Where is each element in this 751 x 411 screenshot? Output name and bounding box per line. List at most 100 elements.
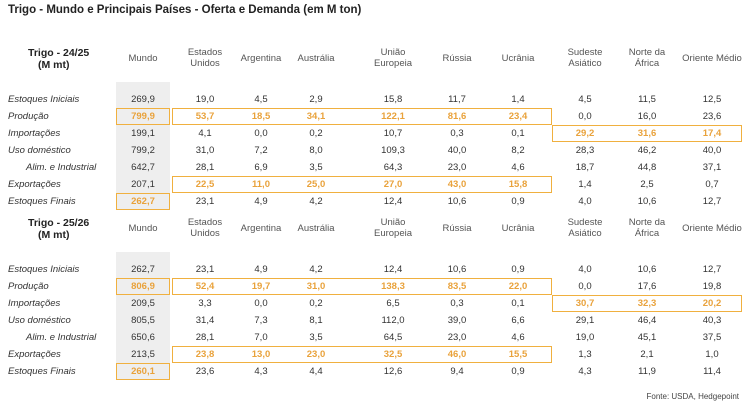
table-cell: 6,5 (386, 298, 400, 309)
column-header: Norte da África (628, 47, 666, 69)
table-cell: 23,1 (195, 196, 215, 207)
table-cell: 0,0 (254, 128, 268, 139)
table-cell: 10,6 (447, 264, 467, 275)
table-cell: 40,3 (702, 315, 722, 326)
table-cell: 0,0 (578, 111, 592, 122)
table-cell: 28,3 (575, 145, 595, 156)
row-label: Alim. e Industrial (26, 162, 97, 173)
table-cell: 4,3 (578, 366, 592, 377)
table-cell: 3,5 (309, 332, 323, 343)
table-cell: 30,7 (575, 298, 595, 309)
source-note: Fonte: USDA, Hedgepoint (646, 392, 740, 401)
imports-importers-box (552, 295, 742, 312)
row-label: Uso doméstico (8, 145, 71, 156)
table-cell: 0,2 (309, 298, 323, 309)
table-cell: 8,2 (511, 145, 525, 156)
table-cell: 1,0 (705, 349, 719, 360)
table-cell: 2,5 (640, 179, 654, 190)
column-header: Ucrânia (501, 222, 535, 234)
column-header: Estados Unidos (187, 47, 223, 69)
table-cell: 46,0 (447, 349, 467, 360)
column-header: Norte da África (628, 217, 666, 239)
column-header: Rússia (442, 222, 472, 234)
column-header: Argentina (240, 222, 282, 234)
table-title-line1: Trigo - 25/26 (28, 217, 90, 229)
wheat-table-2: Trigo - 25/26 (M mt) Mundo Estados Unidos Ar… (0, 208, 751, 380)
table-cell: 806,9 (131, 281, 155, 292)
table-cell: 23,8 (195, 349, 215, 360)
table-cell: 0,1 (511, 298, 525, 309)
column-header: Sudeste Asiático (567, 47, 603, 69)
table-cell: 43,0 (447, 179, 467, 190)
table-cell: 52,4 (195, 281, 215, 292)
table-cell: 0,0 (254, 298, 268, 309)
table-cell: 12,7 (702, 264, 722, 275)
table-cell: 805,5 (131, 315, 155, 326)
table-cell: 2,9 (309, 94, 323, 105)
table-cell: 4,0 (578, 264, 592, 275)
table-cell: 10,6 (447, 196, 467, 207)
table-cell: 8,0 (309, 145, 323, 156)
table-cell: 25,0 (306, 179, 326, 190)
table-cell: 64,5 (383, 332, 403, 343)
imports-importers-box (552, 125, 742, 142)
table-cell: 799,9 (131, 111, 155, 122)
production-exporters-box (172, 108, 552, 125)
table-cell: 22,0 (508, 281, 528, 292)
table-cell: 83,5 (447, 281, 467, 292)
table-cell: 37,5 (702, 332, 722, 343)
table-cell: 12,4 (383, 264, 403, 275)
table-cell: 4,9 (254, 196, 268, 207)
table-cell: 260,1 (131, 366, 155, 377)
table-cell: 0,2 (309, 128, 323, 139)
table-cell: 799,2 (131, 145, 155, 156)
table-cell: 22,5 (195, 179, 215, 190)
table-cell: 18,5 (251, 111, 271, 122)
column-header: Oriente Médio (682, 52, 742, 64)
row-label: Estoques Iniciais (8, 264, 80, 275)
exports-exporters-box (172, 346, 552, 363)
table-cell: 0,9 (511, 366, 525, 377)
table-cell: 269,9 (131, 94, 155, 105)
table-cell: 7,3 (254, 315, 268, 326)
table-cell: 262,7 (131, 264, 155, 275)
row-label: Importações (8, 298, 61, 309)
table-cell: 17,4 (702, 128, 722, 139)
row-label: Produção (8, 111, 49, 122)
table-cell: 4,3 (254, 366, 268, 377)
table-cell: 2,1 (640, 349, 654, 360)
table-cell: 46,2 (637, 145, 657, 156)
row-label: Exportações (8, 349, 61, 360)
table-cell: 19,0 (195, 94, 215, 105)
table-cell: 16,0 (637, 111, 657, 122)
table-cell: 44,8 (637, 162, 657, 173)
table-cell: 64,3 (383, 162, 403, 173)
table-cell: 112,0 (381, 315, 405, 326)
table-cell: 23,0 (306, 349, 326, 360)
table-cell: 0,0 (578, 281, 592, 292)
table-cell: 0,9 (511, 264, 525, 275)
table-cell: 11,5 (638, 94, 656, 105)
column-header: Oriente Médio (682, 222, 742, 234)
column-header: União Europeia (373, 47, 413, 69)
table-cell: 23,1 (195, 264, 215, 275)
ending-stocks-mundo-box (116, 193, 170, 210)
table-cell: 1,3 (578, 349, 592, 360)
table-cell: 40,0 (702, 145, 722, 156)
table-cell: 23,0 (447, 332, 467, 343)
column-header: Argentina (240, 52, 282, 64)
table-cell: 4,5 (254, 94, 268, 105)
table-cell: 31,6 (637, 128, 657, 139)
ending-stocks-mundo-box (116, 363, 170, 380)
table-cell: 262,7 (131, 196, 155, 207)
table-cell: 12,4 (383, 196, 403, 207)
table-cell: 23,0 (447, 162, 467, 173)
table-title-line2: (M mt) (38, 229, 70, 241)
production-mundo-box (116, 278, 170, 295)
table-cell: 13,0 (251, 349, 271, 360)
table-title-line2: (M mt) (38, 59, 70, 71)
table-cell: 4,1 (198, 128, 212, 139)
table-cell: 0,1 (511, 128, 525, 139)
table-cell: 32,5 (383, 349, 403, 360)
row-label: Produção (8, 281, 49, 292)
